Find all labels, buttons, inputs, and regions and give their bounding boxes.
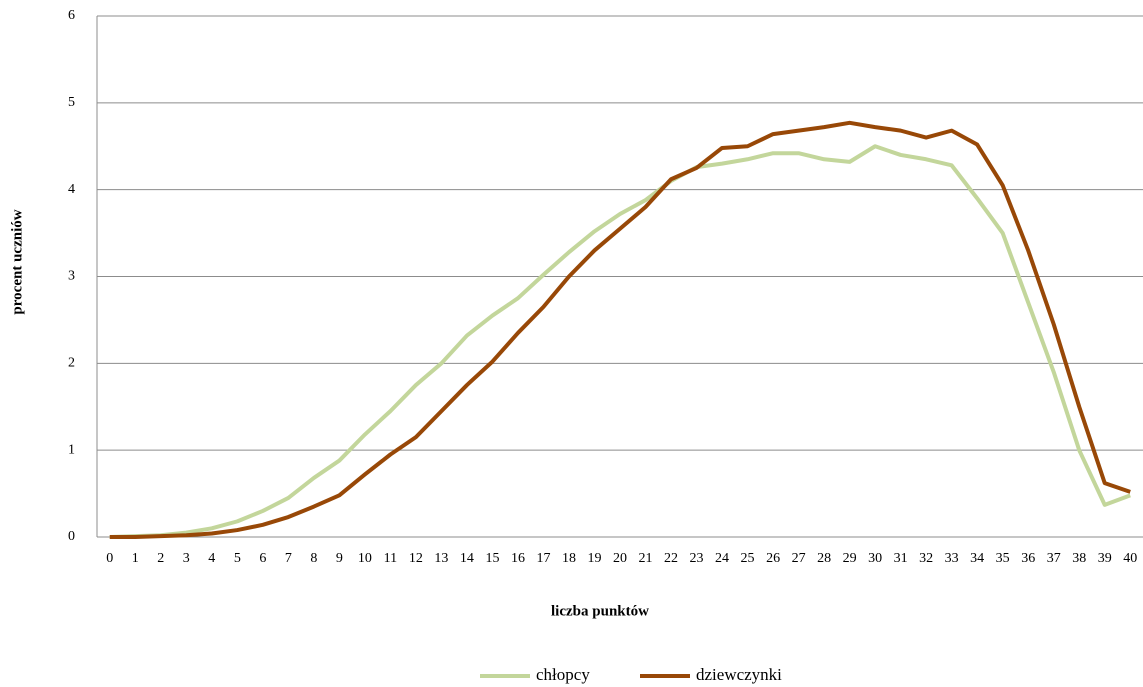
x-tick-label: 7 xyxy=(285,551,292,566)
legend-label: chłopcy xyxy=(536,665,590,684)
x-tick-label: 6 xyxy=(259,551,266,566)
y-tick-label: 4 xyxy=(68,182,75,197)
x-tick-label: 26 xyxy=(766,551,780,566)
y-tick-label: 5 xyxy=(68,95,75,110)
x-tick-label: 8 xyxy=(310,551,317,566)
x-tick-label: 23 xyxy=(690,551,704,566)
x-tick-label: 21 xyxy=(639,551,653,566)
x-tick-label: 38 xyxy=(1072,551,1086,566)
x-tick-label: 29 xyxy=(843,551,857,566)
y-tick-label: 1 xyxy=(68,442,75,457)
x-tick-label: 0 xyxy=(106,551,113,566)
x-tick-label: 5 xyxy=(234,551,241,566)
x-tick-label: 4 xyxy=(208,551,215,566)
y-axis-title: procent uczniów xyxy=(9,209,25,314)
x-tick-label: 20 xyxy=(613,551,627,566)
x-tick-label: 32 xyxy=(919,551,933,566)
x-tick-label: 24 xyxy=(715,551,729,566)
x-tick-label: 40 xyxy=(1123,551,1137,566)
legend-label: dziewczynki xyxy=(696,665,782,684)
x-tick-label: 33 xyxy=(945,551,959,566)
x-tick-label: 27 xyxy=(792,551,806,566)
x-tick-label: 30 xyxy=(868,551,882,566)
x-tick-label: 34 xyxy=(970,551,984,566)
y-tick-label: 6 xyxy=(68,8,75,23)
x-tick-label: 22 xyxy=(664,551,678,566)
x-tick-label: 16 xyxy=(511,551,525,566)
x-tick-label: 15 xyxy=(485,551,499,566)
x-tick-label: 12 xyxy=(409,551,423,566)
x-axis-title: liczba punktów xyxy=(551,603,649,619)
x-tick-label: 9 xyxy=(336,551,343,566)
x-tick-label: 39 xyxy=(1098,551,1112,566)
x-tick-label: 36 xyxy=(1021,551,1035,566)
data-line xyxy=(109,144,1131,539)
x-tick-label: 1 xyxy=(132,551,139,566)
x-tick-label: 35 xyxy=(996,551,1010,566)
data-line xyxy=(109,120,1131,539)
x-tick-label: 10 xyxy=(358,551,372,566)
x-tick-label: 28 xyxy=(817,551,831,566)
x-tick-label: 14 xyxy=(460,551,474,566)
x-tick-label: 19 xyxy=(587,551,601,566)
x-tick-label: 13 xyxy=(434,551,448,566)
x-tick-label: 11 xyxy=(384,551,397,566)
y-tick-label: 3 xyxy=(68,269,75,284)
x-tick-label: 17 xyxy=(536,551,550,566)
x-tick-label: 37 xyxy=(1047,551,1061,566)
x-tick-label: 25 xyxy=(741,551,755,566)
y-tick-label: 2 xyxy=(68,356,75,371)
x-tick-label: 2 xyxy=(157,551,164,566)
y-tick-label: 0 xyxy=(68,529,75,544)
x-tick-label: 3 xyxy=(183,551,190,566)
x-tick-label: 31 xyxy=(894,551,908,566)
x-tick-label: 18 xyxy=(562,551,576,566)
